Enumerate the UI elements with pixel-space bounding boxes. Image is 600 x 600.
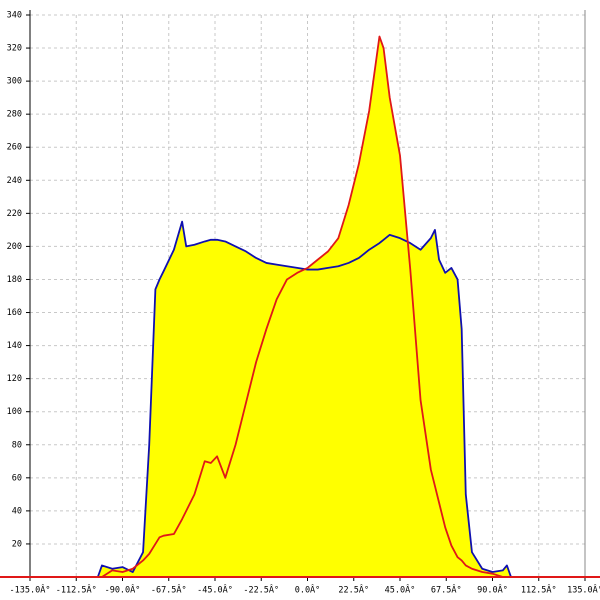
- area-fill: [97, 36, 511, 578]
- series-line: [97, 35, 511, 578]
- y-tick-label: 260: [7, 143, 22, 153]
- y-tick-label: 340: [7, 11, 22, 21]
- x-tick-label: 135.0Â°: [567, 584, 600, 596]
- series-line: [96, 220, 512, 578]
- y-tick-label: 40: [12, 506, 22, 516]
- y-tick-label: 180: [7, 275, 22, 285]
- x-tick-label: 22.5Â°: [338, 584, 369, 596]
- x-tick-label: -90.0Â°: [105, 584, 141, 596]
- x-tick-label: -112.5Â°: [56, 584, 97, 596]
- x-tick-label: -45.0Â°: [197, 584, 233, 596]
- y-tick-label: 240: [7, 176, 22, 186]
- y-tick-label: 160: [7, 308, 22, 318]
- y-tick-label: 320: [7, 44, 22, 54]
- y-tick-label: 300: [7, 77, 22, 87]
- x-tick-label: 112.5Â°: [521, 584, 557, 596]
- y-tick-label: 80: [12, 440, 22, 450]
- x-tick-label: 0.0Â°: [295, 584, 321, 596]
- x-tick-label: -135.0Â°: [10, 584, 51, 596]
- y-tick-label: 20: [12, 539, 22, 549]
- y-tick-label: 60: [12, 473, 22, 483]
- y-tick-label: 280: [7, 110, 22, 120]
- x-tick-label: -22.5Â°: [243, 584, 279, 596]
- y-tick-label: 200: [7, 242, 22, 252]
- y-tick-label: 100: [7, 407, 22, 417]
- y-tick-label: 140: [7, 341, 22, 351]
- x-tick-label: 45.0Â°: [385, 584, 416, 596]
- x-tick-label: 67.5Â°: [431, 584, 462, 596]
- y-tick-label: 120: [7, 374, 22, 384]
- x-tick-label: -67.5Â°: [151, 584, 187, 596]
- y-tick-label: 220: [7, 209, 22, 219]
- x-tick-label: 90.0Â°: [477, 584, 508, 596]
